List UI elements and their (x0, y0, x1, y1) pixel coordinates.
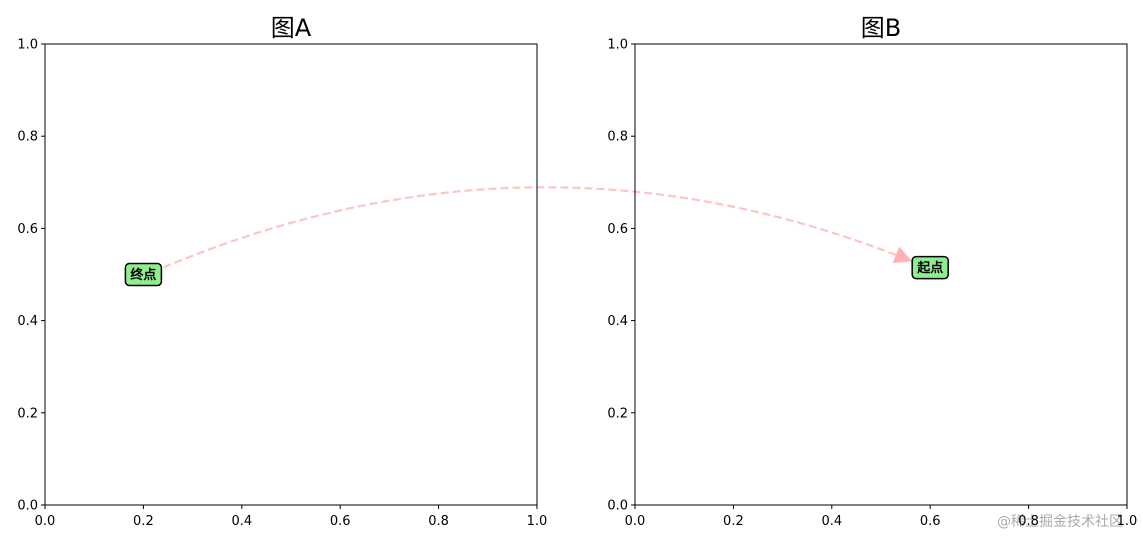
chart-title: 图A (271, 14, 312, 42)
axes-frame (634, 43, 1128, 506)
y-tick-label: 0.2 (607, 406, 628, 421)
x-tick-label: 0.4 (231, 514, 252, 529)
x-tick-label: 0.6 (330, 514, 351, 529)
x-tick-label: 0.8 (1018, 514, 1039, 529)
x-tick-label: 0.8 (428, 514, 449, 529)
x-tick-label: 1.0 (527, 514, 548, 529)
x-tick-label: 0.4 (821, 514, 842, 529)
annotation-text: 起点 (916, 260, 943, 276)
x-tick-label: 0.0 (35, 514, 56, 529)
axes-frame (44, 43, 538, 506)
y-tick-label: 0.8 (607, 130, 628, 145)
watermark: @稀土掘金技术社区 (997, 514, 1123, 530)
x-tick-label: 0.0 (625, 514, 646, 529)
x-tick-label: 0.2 (133, 514, 154, 529)
annotation-text: 终点 (130, 267, 156, 283)
annotation-box (911, 255, 949, 280)
y-tick-label: 0.8 (17, 130, 38, 145)
y-tick-label: 0.2 (17, 406, 38, 421)
y-tick-label: 0.0 (17, 499, 38, 514)
x-tick-label: 0.2 (723, 514, 744, 529)
y-tick-label: 0.6 (607, 222, 628, 237)
y-tick-label: 0.6 (17, 222, 38, 237)
annotation-box (124, 262, 163, 287)
y-tick-label: 1.0 (607, 38, 628, 53)
y-tick-label: 0.4 (607, 314, 628, 329)
y-tick-label: 0.4 (17, 314, 38, 329)
y-tick-label: 1.0 (17, 38, 38, 53)
x-tick-label: 1.0 (1117, 514, 1138, 529)
y-tick-label: 0.0 (607, 499, 628, 514)
chart-title: 图B (861, 14, 901, 42)
x-tick-label: 0.6 (920, 514, 941, 529)
